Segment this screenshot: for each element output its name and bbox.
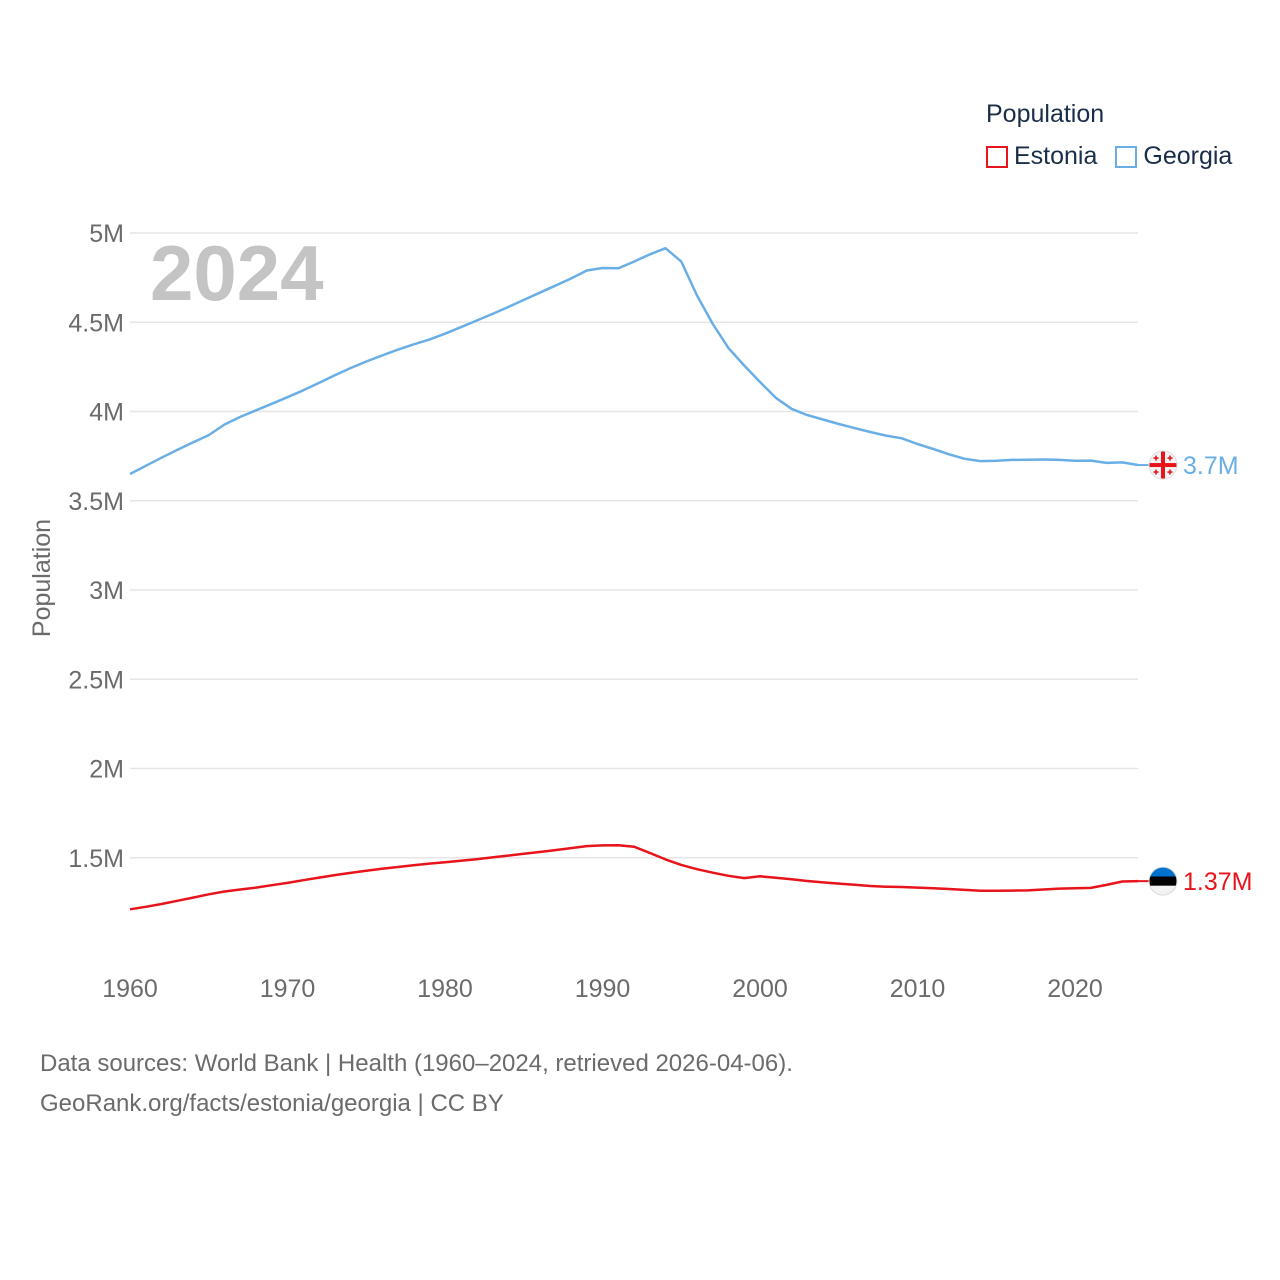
end-label-estonia: 1.37M — [1183, 868, 1252, 896]
georgia-flag-icon — [1148, 450, 1178, 480]
footer: Data sources: World Bank | Health (1960–… — [40, 1044, 793, 1124]
footer-link[interactable]: GeoRank.org/facts/estonia/georgia | CC B… — [40, 1090, 504, 1117]
y-axis-label: Population — [28, 519, 56, 637]
x-axis-ticks: 1960 1970 1980 1990 2000 2010 2020 — [102, 975, 1103, 1003]
georgia-swatch-icon — [1115, 145, 1138, 168]
y-tick-label: 2.5M — [68, 666, 124, 694]
estonia-flag-icon — [1148, 866, 1178, 896]
legend-item-estonia[interactable]: Estonia — [986, 142, 1097, 171]
y-tick-label: 4M — [89, 399, 124, 427]
grid-lines — [130, 232, 1138, 859]
x-tick-label: 1960 — [102, 975, 158, 1003]
legend: Estonia Georgia — [986, 142, 1250, 171]
legend-title: Population — [986, 100, 1105, 128]
y-axis-ticks: 1.5M 2M 2.5M 3M 3.5M 4M 4.5M 5M — [68, 220, 124, 873]
y-tick-label: 2M — [89, 756, 124, 784]
series-line-estonia[interactable] — [129, 844, 1139, 911]
y-tick-label: 3M — [89, 577, 124, 605]
legend-label-estonia: Estonia — [1014, 142, 1098, 170]
footer-sources: Data sources: World Bank | Health (1960–… — [40, 1050, 793, 1077]
x-tick-label: 1970 — [260, 975, 316, 1003]
year-watermark: 2024 — [150, 229, 324, 317]
estonia-swatch-icon — [986, 145, 1008, 168]
series-line-georgia[interactable] — [129, 246, 1139, 476]
y-tick-label: 4.5M — [68, 309, 124, 337]
x-tick-label: 2010 — [890, 975, 946, 1003]
y-tick-label: 1.5M — [68, 845, 124, 873]
end-label-georgia: 3.7M — [1183, 452, 1239, 480]
y-tick-label: 5M — [89, 220, 124, 248]
x-tick-label: 2000 — [732, 975, 788, 1003]
legend-label-georgia: Georgia — [1143, 142, 1233, 170]
legend-item-georgia[interactable]: Georgia — [1115, 142, 1232, 171]
series-end-markers: 3.7M 1.37M — [1138, 450, 1252, 896]
x-tick-label: 1980 — [417, 975, 473, 1003]
y-tick-label: 3.5M — [68, 488, 124, 516]
series-lines — [129, 246, 1139, 911]
x-tick-label: 1990 — [575, 975, 631, 1003]
x-tick-label: 2020 — [1047, 975, 1103, 1003]
